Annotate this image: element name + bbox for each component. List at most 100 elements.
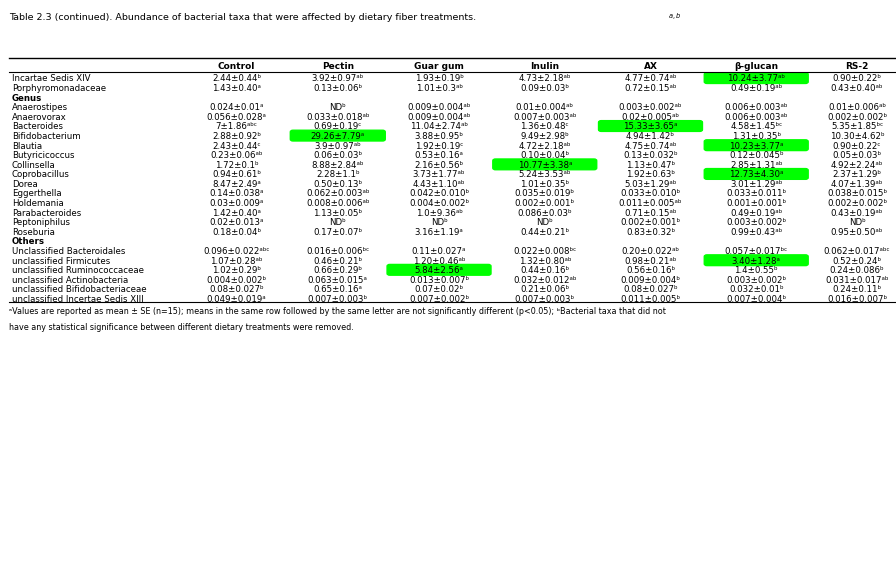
Text: Control: Control (218, 62, 255, 71)
Text: 0.94±0.61ᵇ: 0.94±0.61ᵇ (212, 170, 261, 180)
Text: 0.007±0.002ᵇ: 0.007±0.002ᵇ (409, 295, 470, 304)
Text: 29.26±7.79ᵃ: 29.26±7.79ᵃ (311, 132, 365, 141)
FancyBboxPatch shape (704, 168, 808, 180)
Text: 1.13±0.05ᵇ: 1.13±0.05ᵇ (314, 209, 362, 218)
Text: 0.50±0.13ᵇ: 0.50±0.13ᵇ (314, 180, 362, 189)
Text: 3.40±1.28ᵃ: 3.40±1.28ᵃ (732, 257, 780, 266)
Text: 4.75±0.74ᵃᵇ: 4.75±0.74ᵃᵇ (625, 142, 676, 150)
Text: 0.18±0.04ᵇ: 0.18±0.04ᵇ (212, 228, 261, 237)
Text: NDᵇ: NDᵇ (431, 218, 447, 227)
Text: 3.88±0.95ᵇ: 3.88±0.95ᵇ (415, 132, 463, 141)
Text: 1.01±0.35ᵇ: 1.01±0.35ᵇ (521, 180, 569, 189)
Text: 0.006±0.003ᵃᵇ: 0.006±0.003ᵃᵇ (725, 113, 788, 122)
Text: 0.72±0.15ᵃᵇ: 0.72±0.15ᵃᵇ (625, 84, 676, 93)
Text: 0.07±0.02ᵇ: 0.07±0.02ᵇ (415, 285, 463, 295)
Text: 0.08±0.027ᵇ: 0.08±0.027ᵇ (624, 285, 677, 295)
Text: unclassified Ruminococcaceae: unclassified Ruminococcaceae (12, 266, 143, 275)
Text: 1.07±0.28ᵃᵇ: 1.07±0.28ᵃᵇ (211, 257, 263, 266)
Text: 5.84±2.56ᵃ: 5.84±2.56ᵃ (415, 266, 463, 275)
Text: Incartae Sedis XIV: Incartae Sedis XIV (12, 74, 90, 84)
Text: 0.71±0.15ᵃᵇ: 0.71±0.15ᵃᵇ (625, 209, 676, 218)
Text: Coprobacillus: Coprobacillus (12, 170, 70, 180)
Text: 3.92±0.97ᵃᵇ: 3.92±0.97ᵃᵇ (312, 74, 364, 84)
Text: 0.033±0.018ᵃᵇ: 0.033±0.018ᵃᵇ (306, 113, 369, 122)
Text: 0.52±0.24ᵇ: 0.52±0.24ᵇ (832, 257, 882, 266)
Text: 0.83±0.32ᵇ: 0.83±0.32ᵇ (626, 228, 675, 237)
Text: 0.001±0.001ᵇ: 0.001±0.001ᵇ (726, 199, 787, 208)
Text: 0.20±0.022ᵃᵇ: 0.20±0.022ᵃᵇ (622, 247, 679, 256)
Text: 7±1.86ᵃᵇᶜ: 7±1.86ᵃᵇᶜ (216, 123, 257, 131)
Text: 0.02±0.013ᵃ: 0.02±0.013ᵃ (210, 218, 263, 227)
Text: 0.032±0.01ᵇ: 0.032±0.01ᵇ (729, 285, 783, 295)
Text: Inulin: Inulin (530, 62, 559, 71)
Text: 5.03±1.29ᵃᵇ: 5.03±1.29ᵃᵇ (625, 180, 676, 189)
Text: 0.022±0.008ᵇᶜ: 0.022±0.008ᵇᶜ (513, 247, 576, 256)
FancyBboxPatch shape (290, 130, 385, 141)
Text: unclassified Incertae Sedis XIII: unclassified Incertae Sedis XIII (12, 295, 143, 304)
Text: 0.06±0.03ᵇ: 0.06±0.03ᵇ (314, 151, 362, 160)
Text: Collinsella: Collinsella (12, 161, 56, 170)
Text: 0.007±0.003ᵇ: 0.007±0.003ᵇ (514, 295, 575, 304)
Text: 1.4±0.55ᵇ: 1.4±0.55ᵇ (735, 266, 778, 275)
Text: 2.44±0.44ᵇ: 2.44±0.44ᵇ (212, 74, 261, 84)
FancyBboxPatch shape (704, 255, 808, 266)
Text: 4.07±1.39ᵃᵇ: 4.07±1.39ᵃᵇ (831, 180, 883, 189)
Text: 0.24±0.086ᵇ: 0.24±0.086ᵇ (830, 266, 884, 275)
Text: Roseburia: Roseburia (12, 228, 55, 237)
Text: 0.90±0.22ᶜ: 0.90±0.22ᶜ (832, 142, 882, 150)
Text: 3.73±1.77ᵃᵇ: 3.73±1.77ᵃᵇ (413, 170, 465, 180)
Text: 5.35±1.85ᵇᶜ: 5.35±1.85ᵇᶜ (831, 123, 883, 131)
Text: 10.77±3.38ᵃ: 10.77±3.38ᵃ (518, 161, 572, 170)
Text: Bifidobacterium: Bifidobacterium (12, 132, 81, 141)
Text: 0.016±0.007ᵇ: 0.016±0.007ᵇ (827, 295, 887, 304)
Text: Anaerostipes: Anaerostipes (12, 103, 68, 112)
Text: 0.99±0.43ᵃᵇ: 0.99±0.43ᵃᵇ (730, 228, 782, 237)
Text: 0.049±0.019ᵃ: 0.049±0.019ᵃ (207, 295, 266, 304)
Text: 0.01±0.006ᵃᵇ: 0.01±0.006ᵃᵇ (828, 103, 886, 112)
Text: 0.016±0.006ᵇᶜ: 0.016±0.006ᵇᶜ (306, 247, 369, 256)
Text: 0.53±0.16ᵃ: 0.53±0.16ᵃ (415, 151, 463, 160)
Text: 3.9±0.97ᵃᵇ: 3.9±0.97ᵃᵇ (314, 142, 361, 150)
Text: $^{a,b}$: $^{a,b}$ (668, 13, 682, 21)
Text: 4.58±1.45ᵇᶜ: 4.58±1.45ᵇᶜ (730, 123, 782, 131)
Text: NDᵇ: NDᵇ (849, 218, 866, 227)
Text: 0.66±0.29ᵇ: 0.66±0.29ᵇ (314, 266, 362, 275)
Text: 0.56±0.16ᵇ: 0.56±0.16ᵇ (626, 266, 675, 275)
Text: 10.24±3.77ᵃᵇ: 10.24±3.77ᵃᵇ (728, 74, 785, 84)
Text: 12.73±4.30ᵃ: 12.73±4.30ᵃ (729, 170, 783, 180)
FancyBboxPatch shape (704, 73, 808, 84)
Text: 0.062±0.003ᵃᵇ: 0.062±0.003ᵃᵇ (306, 189, 369, 199)
Text: 0.008±0.006ᵃᵇ: 0.008±0.006ᵃᵇ (306, 199, 369, 208)
Text: 0.13±0.06ᵇ: 0.13±0.06ᵇ (314, 84, 362, 93)
Text: 1.92±0.63ᵇ: 1.92±0.63ᵇ (626, 170, 675, 180)
Text: 1.43±0.40ᵃ: 1.43±0.40ᵃ (212, 84, 261, 93)
Text: 0.49±0.19ᵃᵇ: 0.49±0.19ᵃᵇ (730, 209, 782, 218)
Text: β-glucan: β-glucan (734, 62, 779, 71)
Text: 3.16±1.19ᵃ: 3.16±1.19ᵃ (415, 228, 463, 237)
Text: 2.37±1.29ᵇ: 2.37±1.29ᵇ (832, 170, 882, 180)
Text: 0.002±0.002ᵇ: 0.002±0.002ᵇ (827, 113, 887, 122)
Text: 0.042±0.010ᵇ: 0.042±0.010ᵇ (409, 189, 470, 199)
Text: 1.0±9.36ᵃᵇ: 1.0±9.36ᵃᵇ (416, 209, 462, 218)
Text: 8.88±2.84ᵃᵇ: 8.88±2.84ᵃᵇ (312, 161, 364, 170)
Text: Porphyromonadaceae: Porphyromonadaceae (12, 84, 106, 93)
Text: Eggerthella: Eggerthella (12, 189, 61, 199)
Text: NDᵇ: NDᵇ (537, 218, 553, 227)
Text: 0.011±0.005ᵃᵇ: 0.011±0.005ᵃᵇ (619, 199, 682, 208)
Text: 8.47±2.49ᵃ: 8.47±2.49ᵃ (212, 180, 261, 189)
Text: unclassified Firmicutes: unclassified Firmicutes (12, 257, 110, 266)
Text: 1.93±0.19ᵇ: 1.93±0.19ᵇ (415, 74, 463, 84)
Text: 0.11±0.027ᵃ: 0.11±0.027ᵃ (412, 247, 466, 256)
Text: 2.43±0.44ᶜ: 2.43±0.44ᶜ (212, 142, 261, 150)
Text: 0.10±0.04ᵇ: 0.10±0.04ᵇ (521, 151, 569, 160)
Text: 0.43±0.19ᵃᵇ: 0.43±0.19ᵃᵇ (831, 209, 883, 218)
Text: 0.009±0.004ᵃᵇ: 0.009±0.004ᵃᵇ (408, 103, 470, 112)
Text: 0.033±0.011ᵇ: 0.033±0.011ᵇ (726, 189, 787, 199)
Text: 0.69±0.19ᶜ: 0.69±0.19ᶜ (314, 123, 362, 131)
Text: 0.003±0.002ᵇ: 0.003±0.002ᵇ (726, 276, 787, 285)
Text: 0.46±0.21ᵇ: 0.46±0.21ᵇ (314, 257, 362, 266)
Text: 0.12±0.045ᵇ: 0.12±0.045ᵇ (729, 151, 783, 160)
Text: 0.035±0.019ᵇ: 0.035±0.019ᵇ (515, 189, 574, 199)
Text: 0.007±0.004ᵇ: 0.007±0.004ᵇ (726, 295, 787, 304)
FancyBboxPatch shape (599, 121, 702, 131)
